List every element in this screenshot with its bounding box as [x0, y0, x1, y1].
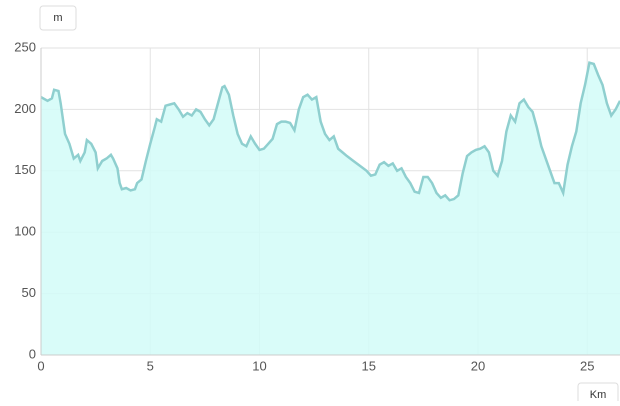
elevation-line [40, 61, 620, 202]
x-tick-label: 5 [147, 358, 154, 373]
y-unit-box [39, 5, 77, 31]
y-tick-label: 100 [14, 224, 36, 239]
x-axis-label: Km [590, 389, 607, 401]
area-fill [41, 62, 620, 356]
y-tick-label: 0 [29, 346, 36, 361]
y-tick-label: 50 [22, 285, 36, 300]
x-tick-label: 15 [362, 358, 376, 373]
y-tick-label: 250 [14, 39, 36, 54]
plot: 0 50 100 150 200 250 0 5 10 15 20 25 [14, 39, 620, 373]
x-tick-label: 0 [37, 358, 44, 373]
y-tick-label: 200 [14, 101, 36, 116]
x-tick-label: 10 [252, 358, 266, 373]
y-tick-label: 150 [14, 162, 36, 177]
x-tick-label: 25 [580, 358, 594, 373]
x-tick-label: 20 [471, 358, 485, 373]
y-axis-label: m [53, 12, 62, 24]
